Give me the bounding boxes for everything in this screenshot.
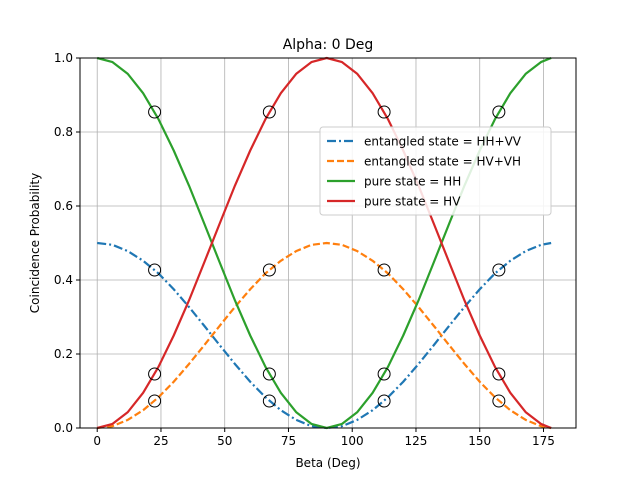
y-axis-ticks: 0.0 0.2 0.4 0.6 0.8 1.0: [54, 51, 80, 435]
y-axis-label: Coincidence Probability: [28, 173, 42, 313]
data-point-marker: [262, 367, 276, 381]
x-tick-label: 100: [341, 434, 364, 448]
plot-frame: [79, 57, 577, 429]
data-point-marker: [377, 367, 391, 381]
x-tick-label: 125: [405, 434, 428, 448]
x-tick-label: 175: [532, 434, 555, 448]
x-axis-label: Beta (Deg): [295, 456, 360, 470]
x-tick-label: 0: [93, 434, 101, 448]
data-point-marker: [262, 394, 276, 408]
data-point-marker: [262, 263, 276, 277]
data-point-marker: [148, 394, 162, 408]
y-tick-label: 0.8: [54, 125, 73, 139]
data-point-marker: [492, 394, 506, 408]
y-tick-label: 0.6: [54, 199, 73, 213]
data-point-marker: [377, 263, 391, 277]
data-point-marker: [148, 367, 162, 381]
series-line-1: [97, 241, 552, 430]
y-tick-label: 1.0: [54, 51, 73, 65]
data-point-marker: [148, 105, 162, 119]
data-point-marker: [492, 263, 506, 277]
chart-title: Alpha: 0 Deg: [283, 37, 374, 53]
data-point-marker: [262, 105, 276, 119]
y-tick-label: 0.4: [54, 273, 73, 287]
x-tick-label: 75: [281, 434, 296, 448]
legend-box: [319, 126, 552, 216]
data-point-marker: [148, 263, 162, 277]
data-point-marker: [377, 105, 391, 119]
x-tick-label: 50: [217, 434, 232, 448]
x-axis-ticks: 0 25 50 75 100 125 150 175: [93, 428, 555, 448]
x-tick-label: 150: [468, 434, 491, 448]
legend-label-3: pure state = HH: [364, 175, 461, 189]
legend-label-2: entangled state = HV+VH: [364, 155, 521, 169]
data-point-marker: [492, 367, 506, 381]
legend-label-4: pure state = HV: [364, 195, 461, 209]
data-point-marker: [492, 105, 506, 119]
data-markers: [148, 105, 506, 408]
legend-label-1: entangled state = HH+VV: [364, 135, 522, 149]
data-point-marker: [377, 394, 391, 408]
x-tick-label: 25: [153, 434, 168, 448]
y-tick-label: 0.2: [54, 347, 73, 361]
series-line-2: [97, 241, 552, 430]
legend: entangled state = HH+VV entangled state =…: [319, 126, 552, 216]
y-tick-label: 0.0: [54, 421, 73, 435]
